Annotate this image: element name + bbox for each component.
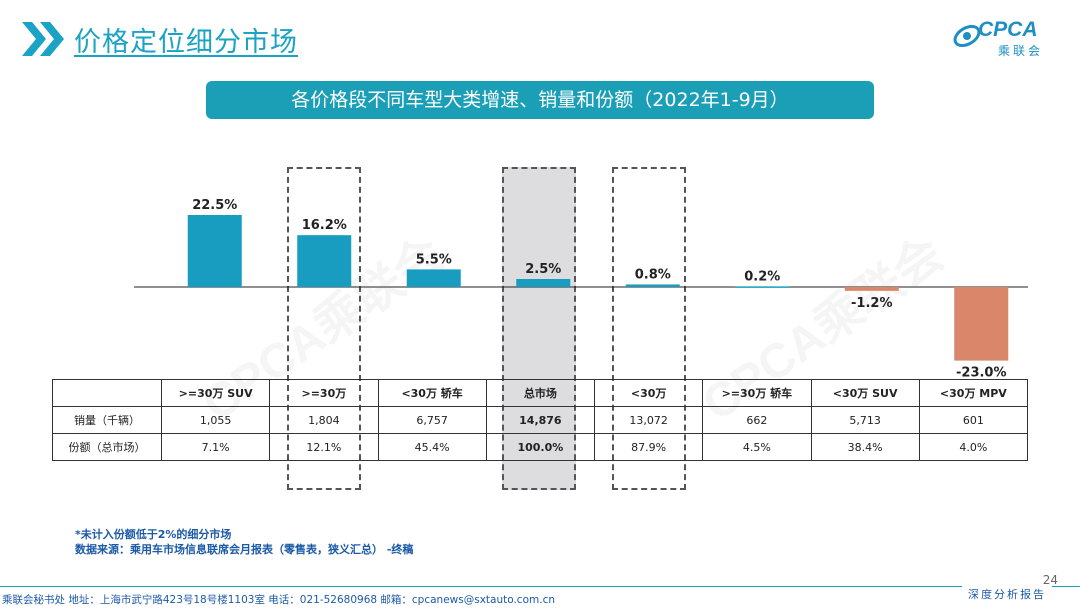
bar-1 — [297, 235, 352, 287]
data-source-note: 数据来源：乘用车市场信息联席会月报表（零售表，狭义汇总） -终稿 — [75, 543, 414, 556]
data-label-3: 2.5% — [525, 262, 561, 277]
data-label-2: 5.5% — [416, 252, 452, 267]
bar-2 — [406, 269, 461, 287]
table-header-cell: >=30万 SUV — [160, 379, 271, 407]
data-table: >=30万 SUV >=30万 <30万 轿车 总市场 <30万 >=30万 轿… — [52, 379, 1029, 461]
logo-text: CPCA — [978, 18, 1038, 41]
table-header-cell: <30万 轿车 — [377, 379, 487, 407]
data-label-6: -1.2% — [851, 296, 892, 311]
table-cell: 4.5% — [702, 433, 812, 461]
table-header-cell: <30万 SUV — [810, 379, 920, 407]
table-header-cell: 总市场 — [485, 379, 596, 407]
data-label-0: 22.5% — [192, 198, 237, 213]
chart-banner: 各价格段不同车型大类增速、销量和份额（2022年1-9月） — [206, 81, 874, 119]
bar-4 — [625, 284, 680, 287]
highlight-box — [612, 167, 686, 490]
table-header-cell: >=30万 轿车 — [702, 379, 812, 407]
row-label: 销量（千辆） — [52, 406, 162, 434]
bar-5 — [735, 286, 790, 288]
chevron-double-right-icon — [22, 22, 64, 56]
bar-0 — [187, 215, 242, 287]
table-cell: 7.1% — [160, 433, 271, 461]
table-cell: 87.9% — [593, 433, 704, 461]
table-row: 销量（千辆） 1,055 1,804 6,757 14,876 13,072 6… — [52, 406, 1029, 434]
row-label: 份额（总市场） — [52, 433, 162, 461]
table-cell: 14,876 — [485, 406, 596, 434]
footnote: *未计入份额低于2%的细分市场 — [75, 528, 232, 541]
table-header-cell: >=30万 — [269, 379, 379, 407]
table-cell: 45.4% — [377, 433, 487, 461]
highlight-box — [287, 167, 361, 490]
table-header-cell: <30万 — [593, 379, 704, 407]
cpca-logo: CPCA 乘联会 — [952, 14, 1062, 60]
report-label: 深度分析报告 — [962, 586, 1052, 602]
table-cell: 38.4% — [810, 433, 920, 461]
table-header-cell: <30万 MPV — [918, 379, 1029, 407]
bar-7 — [954, 287, 1009, 361]
table-cell: 6,757 — [377, 406, 487, 434]
cpca-logo-icon — [953, 25, 981, 47]
table-cell: 12.1% — [269, 433, 379, 461]
table-cell: 601 — [918, 406, 1029, 434]
data-label-1: 16.2% — [302, 218, 347, 233]
data-label-7: -23.0% — [956, 366, 1007, 380]
table-cell: 1,055 — [160, 406, 271, 434]
bar-3 — [516, 279, 571, 287]
table-cell: 4.0% — [918, 433, 1029, 461]
table-cell: 13,072 — [593, 406, 704, 434]
data-label-4: 0.8% — [635, 267, 671, 282]
table-cell: 5,713 — [810, 406, 920, 434]
table-cell: 100.0% — [485, 433, 596, 461]
footer-divider — [0, 586, 1080, 587]
table-cell: 662 — [702, 406, 812, 434]
data-label-5: 0.2% — [744, 269, 780, 284]
bar-6 — [844, 287, 899, 291]
page-title: 价格定位细分市场 — [74, 27, 298, 58]
bar-chart: 22.5% 16.2% 5.5% 2.5% 0.8% 0.2% -1.2% -23.0% — [134, 198, 1028, 380]
table-corner — [52, 379, 162, 407]
table-row: 份额（总市场） 7.1% 12.1% 45.4% 100.0% 87.9% 4.… — [52, 433, 1029, 461]
table-cell: 1,804 — [269, 406, 379, 434]
footer-contact: 乘联会秘书处 地址：上海市武宁路423号18号楼1103室 电话：021-526… — [2, 594, 556, 606]
logo-subtext: 乘联会 — [998, 44, 1044, 58]
page-number: 24 — [1042, 573, 1058, 587]
table-header-row: >=30万 SUV >=30万 <30万 轿车 总市场 <30万 >=30万 轿… — [52, 379, 1029, 407]
